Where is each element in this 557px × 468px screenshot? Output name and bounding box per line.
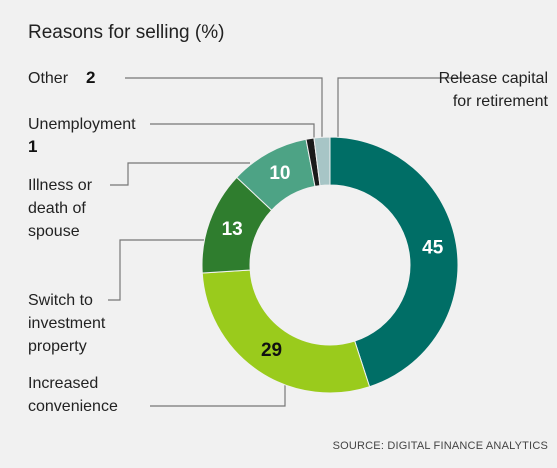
category-label: Increased convenience (28, 375, 118, 415)
value-label: 13 (222, 219, 243, 240)
leader-line (337, 77, 470, 140)
donut-segment (201, 269, 371, 394)
category-label: Other (28, 70, 69, 87)
category-label: Unemployment (28, 116, 136, 133)
category-label: Release capital for retirement (438, 70, 548, 110)
category-label: Switch to investment property (28, 292, 106, 355)
leader-line (150, 123, 315, 140)
leader-line (125, 77, 323, 140)
value-label: 29 (261, 340, 282, 361)
leader-lines (108, 77, 470, 407)
source-note: SOURCE: DIGITAL FINANCE ANALYTICS (332, 440, 548, 452)
donut-segment (313, 136, 331, 187)
value-label: 45 (422, 238, 444, 259)
chart-title: Reasons for selling (%) (28, 22, 225, 43)
leader-line (150, 385, 286, 407)
leader-line (110, 162, 250, 186)
value-label: 1 (28, 137, 38, 156)
value-label: 2 (86, 68, 96, 87)
category-label: Illness or death of spouse (28, 177, 93, 240)
donut-segment (329, 136, 459, 388)
leader-line (108, 239, 205, 301)
value-label: 10 (269, 163, 290, 184)
